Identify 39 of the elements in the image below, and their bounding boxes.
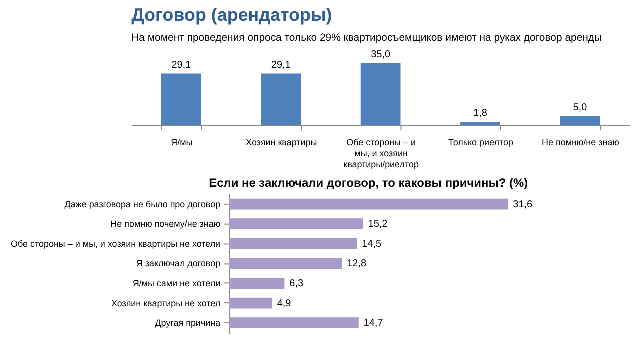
x-tick-label: Обе стороны – и мы, и хозяин квартиры/риелтор [344,138,419,170]
bar [229,198,508,210]
bar [261,74,302,126]
y-tick-label: Обе стороны – и мы, и хозяин квартиры не хотели [11,238,221,249]
bar [229,278,285,289]
bar [229,238,358,250]
y-tick-label: Другая причина [155,318,221,328]
bar [229,298,272,309]
y-tick-label: Я/мы сами не хотели [132,278,221,288]
bar [229,218,364,230]
y-tick-label: Я заключал договор [136,258,221,269]
x-tick-label: Не помню/не знаю [542,138,620,148]
data-label: 4,9 [277,298,292,310]
y-tick-label: Хозяин квартиры не хотел [111,298,221,308]
data-label: 15,2 [368,219,388,230]
bar [229,318,359,329]
bar [360,63,401,126]
x-tick-label: Я/мы [171,138,193,148]
data-label: 1,8 [474,108,488,119]
y-tick-label: Даже разговора не было про договор [64,199,221,210]
data-label: 5,0 [573,102,588,114]
data-label: 29,1 [271,60,292,71]
data-label: 14,7 [364,318,384,330]
data-label: 29,1 [172,60,192,71]
data-label: 35,0 [371,49,391,60]
data-label: 14,5 [362,238,382,250]
y-tick-label: Не помню почему/не знаю [110,219,221,230]
x-tick-label: Хозяин квартиры [246,138,318,148]
data-label: 12,8 [347,258,367,270]
x-tick-label: Только риелтор [448,138,514,148]
bar [460,122,500,126]
bar [560,116,600,126]
bar [161,74,202,126]
bar [229,258,342,270]
chart-subtitle: На момент проведения опроса только 29% квартиросъемщиков имеют на руках договор аренды [132,32,602,44]
chart-title: Договор (арендаторы) [132,4,332,25]
data-label: 31,6 [513,199,533,210]
chart-title: Если не заключали договор, то каковы причины? (%) [209,176,528,190]
data-label: 6,3 [290,278,304,290]
